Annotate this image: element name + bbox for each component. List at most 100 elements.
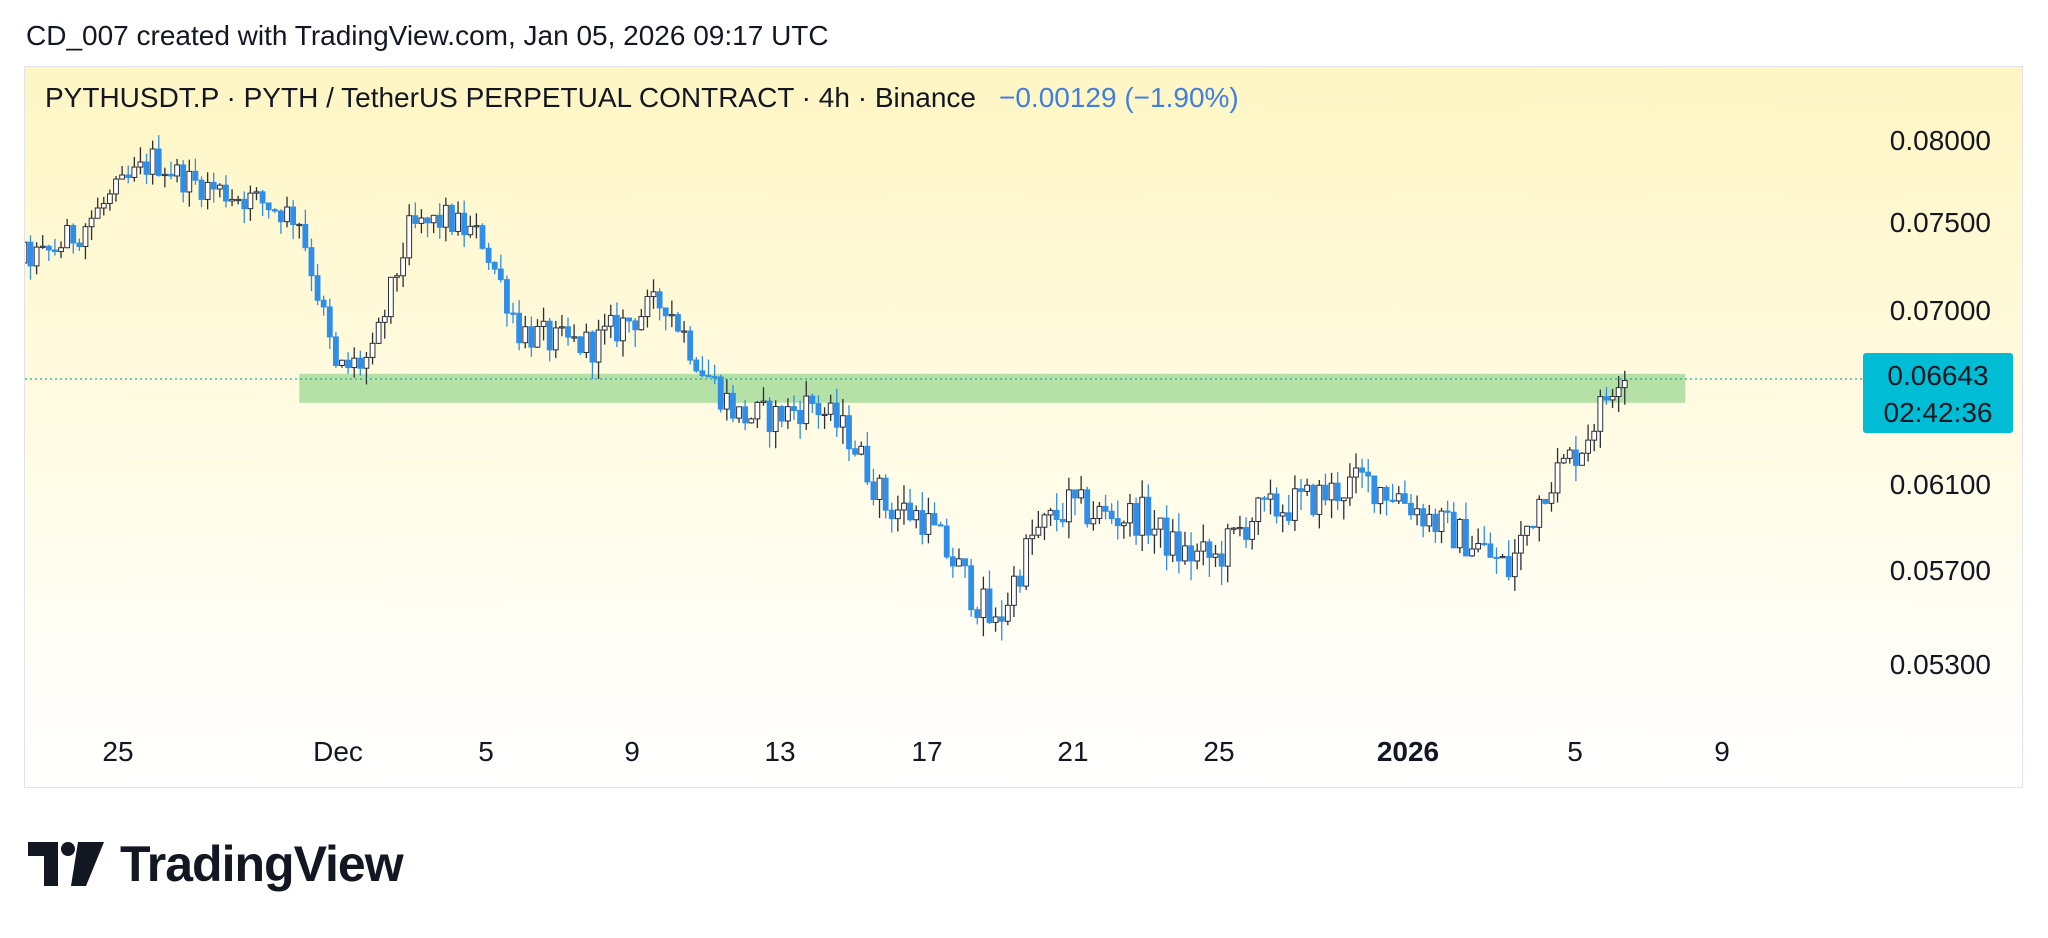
candle-122: [693, 359, 700, 372]
candle-130: [742, 406, 749, 424]
candle-87: [479, 225, 486, 249]
candle-219: [1285, 512, 1292, 521]
candle-269: [1591, 430, 1598, 441]
candle-95: [528, 326, 535, 348]
candle-61: [320, 299, 327, 308]
candle-228: [1340, 497, 1347, 502]
candle-235: [1383, 487, 1390, 501]
candle-231: [1359, 467, 1365, 473]
candle-25: [100, 202, 107, 209]
candle-157: [907, 502, 913, 521]
candle-92: [510, 312, 516, 315]
candle-135: [772, 405, 779, 433]
candle-232: [1365, 471, 1372, 477]
candle-93: [516, 312, 523, 344]
candle-59: [308, 247, 315, 277]
candle-174: [1011, 575, 1017, 606]
candle-52: [265, 202, 272, 211]
candle-256: [1511, 552, 1518, 578]
candle-67: [357, 357, 364, 369]
tradingview-logo-icon: [28, 842, 104, 886]
candle-26: [106, 193, 113, 204]
candle-105: [589, 331, 596, 363]
candle-261: [1542, 498, 1549, 504]
candle-255: [1505, 556, 1512, 578]
candle-125: [711, 376, 718, 379]
chart-background: [25, 67, 2022, 787]
candle-16: [45, 245, 52, 251]
candle-192: [1120, 522, 1127, 527]
candle-97: [540, 320, 547, 328]
candle-144: [827, 402, 834, 415]
tradingview-logo[interactable]: TradingView: [28, 834, 404, 894]
candle-271: [1603, 396, 1610, 401]
candle-241: [1420, 508, 1427, 527]
candle-41: [198, 179, 205, 200]
candle-45: [223, 184, 229, 202]
candle-117: [662, 307, 669, 317]
candle-248: [1463, 518, 1469, 557]
candle-101: [565, 326, 571, 338]
candle-48: [241, 198, 248, 210]
candle-208: [1218, 553, 1225, 567]
candle-32: [143, 161, 150, 175]
candle-153: [882, 477, 889, 511]
candle-194: [1133, 503, 1139, 536]
candle-81: [442, 204, 449, 228]
x-tick-label: 2026: [1377, 736, 1439, 767]
candle-268: [1585, 439, 1592, 454]
candle-210: [1230, 527, 1237, 530]
candle-199: [1163, 517, 1170, 556]
candle-110: [620, 317, 626, 342]
x-tick-label: Dec: [313, 736, 363, 767]
candle-62: [326, 306, 333, 338]
candle-252: [1487, 543, 1494, 558]
candle-211: [1237, 526, 1243, 530]
candle-33: [149, 148, 156, 175]
candle-163: [943, 525, 950, 558]
candle-65: [345, 359, 352, 369]
candle-270: [1597, 396, 1604, 432]
chart-frame[interactable]: 0.08000 0.07500 0.07000 0.06100 0.05700 0.053…: [24, 66, 2023, 788]
candle-154: [888, 509, 895, 520]
candle-24: [94, 207, 101, 219]
candle-29: [125, 174, 132, 178]
candle-118: [668, 314, 675, 317]
candle-266: [1572, 449, 1579, 466]
candle-134: [766, 400, 773, 433]
candle-94: [522, 326, 529, 344]
candle-109: [613, 314, 620, 342]
candle-123: [699, 370, 706, 377]
candle-75: [406, 215, 413, 259]
candle-36: [168, 173, 174, 177]
candle-60: [314, 275, 321, 301]
y-tick-label: 0.05300: [1890, 649, 1991, 680]
candle-234: [1377, 487, 1384, 505]
candle-44: [216, 184, 223, 190]
candle-47: [235, 198, 242, 202]
x-tick-label: 5: [478, 736, 494, 767]
candle-102: [571, 336, 578, 339]
candle-223: [1310, 484, 1317, 515]
candle-225: [1322, 484, 1329, 501]
candle-265: [1566, 449, 1573, 459]
candle-80: [436, 214, 443, 228]
candle-227: [1334, 482, 1341, 502]
candle-263: [1554, 462, 1561, 494]
candle-150: [864, 445, 871, 483]
candle-180: [1047, 509, 1054, 516]
candle-22: [82, 226, 89, 247]
candle-220: [1292, 488, 1298, 521]
candle-237: [1395, 493, 1402, 502]
candle-72: [387, 276, 394, 318]
candle-43: [210, 181, 217, 190]
candle-56: [290, 206, 297, 225]
candle-173: [1004, 604, 1011, 622]
candle-19: [64, 225, 71, 249]
candle-251: [1481, 542, 1488, 546]
candle-160: [925, 513, 932, 535]
candle-272: [1609, 395, 1616, 401]
candlestick-chart[interactable]: 0.08000 0.07500 0.07000 0.06100 0.05700 0.053…: [25, 67, 2023, 788]
y-tick-label: 0.08000: [1890, 125, 1991, 156]
support-zone[interactable]: [299, 373, 1686, 403]
